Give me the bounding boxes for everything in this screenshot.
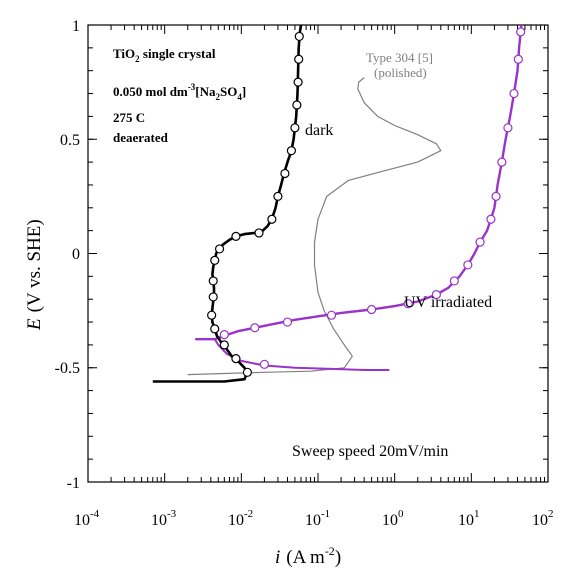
series-dark-marker bbox=[294, 54, 304, 64]
series-uv-marker bbox=[282, 317, 293, 327]
annotation-dark: dark bbox=[305, 122, 333, 139]
series-dark-marker bbox=[286, 146, 297, 156]
series-dark-marker bbox=[214, 244, 225, 254]
annotation-uv-irradiated: UV irradiated bbox=[404, 294, 492, 311]
series-dark-marker bbox=[273, 191, 283, 201]
x-tick-label-1e-1: 10-1 bbox=[305, 508, 330, 529]
series-uv-marker bbox=[403, 299, 413, 309]
legend-line-crystal: TiO2 single crystal bbox=[113, 46, 216, 64]
series-uv-marker bbox=[366, 304, 377, 315]
axis-ticks bbox=[87, 24, 548, 483]
series-dark-marker bbox=[207, 310, 217, 320]
legend-line-temperature: 275 C bbox=[113, 110, 145, 125]
series-uv-marker bbox=[513, 54, 523, 64]
series-uv-marker bbox=[431, 290, 441, 300]
series-uv-marker bbox=[475, 237, 485, 247]
series-uv-marker bbox=[449, 276, 459, 286]
x-tick-labels: 10-4 10-3 10-2 10-1 100 101 102 bbox=[74, 508, 554, 529]
series-dark-marker bbox=[210, 255, 220, 265]
y-tick-label-neg1: -1 bbox=[67, 475, 80, 492]
series-uv-marker bbox=[486, 214, 496, 224]
x-tick-label-1e-4: 10-4 bbox=[74, 508, 100, 529]
series-dark-marker bbox=[293, 77, 303, 87]
series-uv-marker bbox=[259, 359, 270, 369]
series-dark-marker bbox=[231, 231, 241, 241]
legend-line-solution: 0.050 mol dm-3[Na2SO4] bbox=[113, 82, 246, 102]
series-uv-marker bbox=[503, 123, 513, 133]
x-axis-label: i (A m-2) bbox=[275, 544, 341, 568]
series-uv-marker bbox=[250, 323, 260, 333]
x-tick-label-1e-3: 10-3 bbox=[151, 508, 177, 529]
series-dark-marker bbox=[292, 100, 302, 110]
series-dark-marker bbox=[219, 340, 229, 350]
x-tick-label-1e0: 100 bbox=[382, 508, 404, 529]
y-tick-label-1: 1 bbox=[72, 18, 80, 35]
series-uv-marker bbox=[326, 310, 337, 320]
y-axis-label: E(V vs. SHE) bbox=[24, 219, 45, 331]
y-tick-label-0.5: 0.5 bbox=[60, 132, 80, 149]
series-dark-marker bbox=[290, 123, 300, 133]
series-uv-marker bbox=[491, 191, 501, 201]
y-tick-label-neg0.5: -0.5 bbox=[55, 360, 80, 377]
series-dark-marker bbox=[280, 168, 290, 179]
annotation-type304: Type 304 [5] bbox=[366, 50, 433, 65]
series-dark-marker bbox=[294, 31, 304, 42]
annotation-sweep-speed: Sweep speed 20mV/min bbox=[292, 443, 448, 460]
series-type304-line bbox=[187, 77, 442, 376]
series-dark-marker bbox=[231, 354, 241, 364]
series-dark-marker bbox=[208, 276, 218, 286]
conditions-legend: TiO2 single crystal 0.050 mol dm-3[Na2SO… bbox=[113, 46, 246, 145]
series-dark-marker bbox=[254, 228, 264, 238]
series-uv-marker bbox=[463, 260, 473, 270]
series-uv-marker bbox=[509, 88, 519, 99]
x-tick-label-1e2: 102 bbox=[532, 508, 554, 529]
series-dark-marker bbox=[208, 292, 218, 302]
x-tick-label-1e1: 101 bbox=[458, 508, 480, 529]
y-tick-labels: 1 0.5 0 -0.5 -1 bbox=[55, 18, 80, 492]
series-dark-marker bbox=[242, 367, 253, 377]
series-uv-marker bbox=[516, 27, 526, 37]
series-uv-marker bbox=[219, 330, 229, 340]
series-uv-marker bbox=[497, 157, 507, 167]
series-layer bbox=[152, 24, 526, 383]
series-dark-marker bbox=[267, 214, 277, 224]
annotation-polished: (polished) bbox=[374, 65, 427, 80]
x-tick-label-1e-2: 10-2 bbox=[228, 508, 253, 529]
series-dark-marker bbox=[210, 324, 220, 334]
y-tick-label-0: 0 bbox=[72, 246, 80, 263]
legend-line-deaerated: deaerated bbox=[113, 130, 169, 145]
